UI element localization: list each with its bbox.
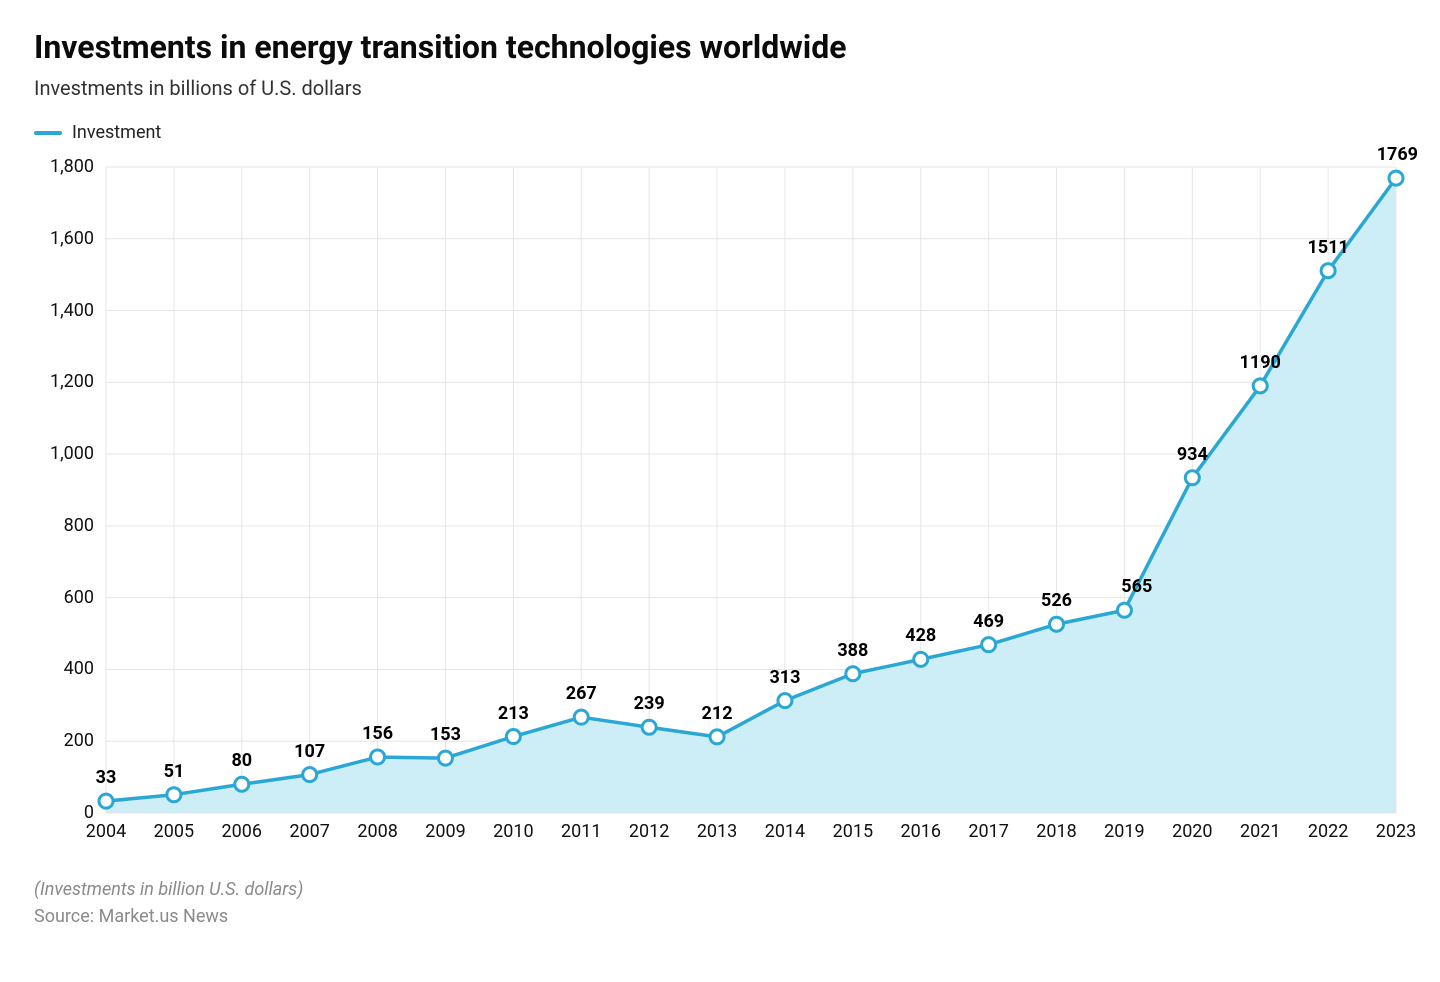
chart-subtitle: Investments in billions of U.S. dollars: [34, 76, 1406, 100]
footer-note: (Investments in billion U.S. dollars): [34, 879, 1406, 900]
chart-area: 02004006008001,0001,2001,4001,6001,80020…: [34, 153, 1406, 853]
legend-label: Investment: [72, 122, 161, 143]
legend: Investment: [34, 122, 1406, 143]
chart-title: Investments in energy transition technol…: [34, 28, 1406, 66]
legend-swatch: [34, 131, 62, 135]
footer-source: Source: Market.us News: [34, 906, 1406, 927]
line-area-chart: [34, 153, 1406, 853]
